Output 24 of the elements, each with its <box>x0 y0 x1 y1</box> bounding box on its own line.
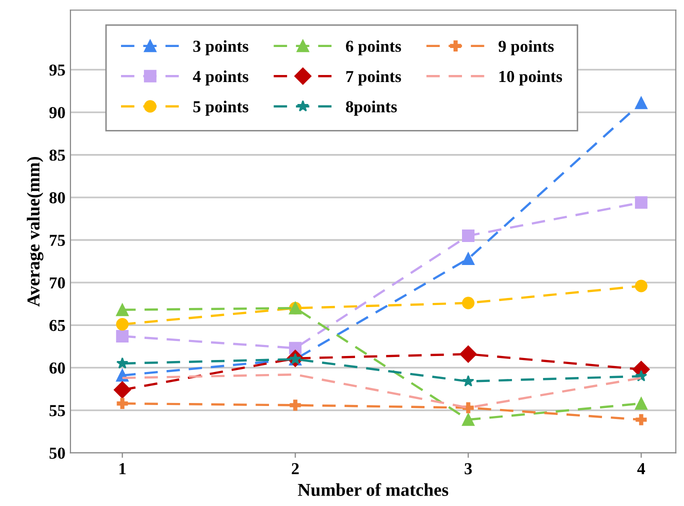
y-tick-label: 55 <box>50 405 65 416</box>
y-tick-label: 95 <box>49 64 65 76</box>
legend-label: 7 points <box>346 70 402 86</box>
legend-label: 9 points <box>498 40 554 56</box>
x-tick-label: 1 <box>120 463 126 474</box>
y-tick-label: 90 <box>49 106 65 118</box>
legend-label: 10 points <box>499 70 562 86</box>
legend-label: 4 points <box>192 70 248 86</box>
y-axis-title: Average value(mm) <box>26 157 44 307</box>
y-tick-label: 75 <box>50 234 65 246</box>
legend-label: 8points <box>346 100 397 116</box>
y-tick-label: 70 <box>50 277 65 289</box>
x-tick-label: 4 <box>637 463 646 474</box>
legend-label: 3 points <box>193 40 248 56</box>
y-tick-label: 65 <box>49 320 65 332</box>
y-tick-label: 50 <box>50 448 65 459</box>
y-tick-label: 85 <box>49 150 65 161</box>
legend-label: 6 points <box>346 40 402 56</box>
x-tick-label: 3 <box>464 463 472 474</box>
y-tick-label: 60 <box>49 362 65 374</box>
y-tick-label: 80 <box>49 192 65 204</box>
x-tick-label: 2 <box>292 463 299 474</box>
x-axis-title: Number of matches <box>298 483 448 496</box>
legend-label: 5 points <box>193 100 248 116</box>
